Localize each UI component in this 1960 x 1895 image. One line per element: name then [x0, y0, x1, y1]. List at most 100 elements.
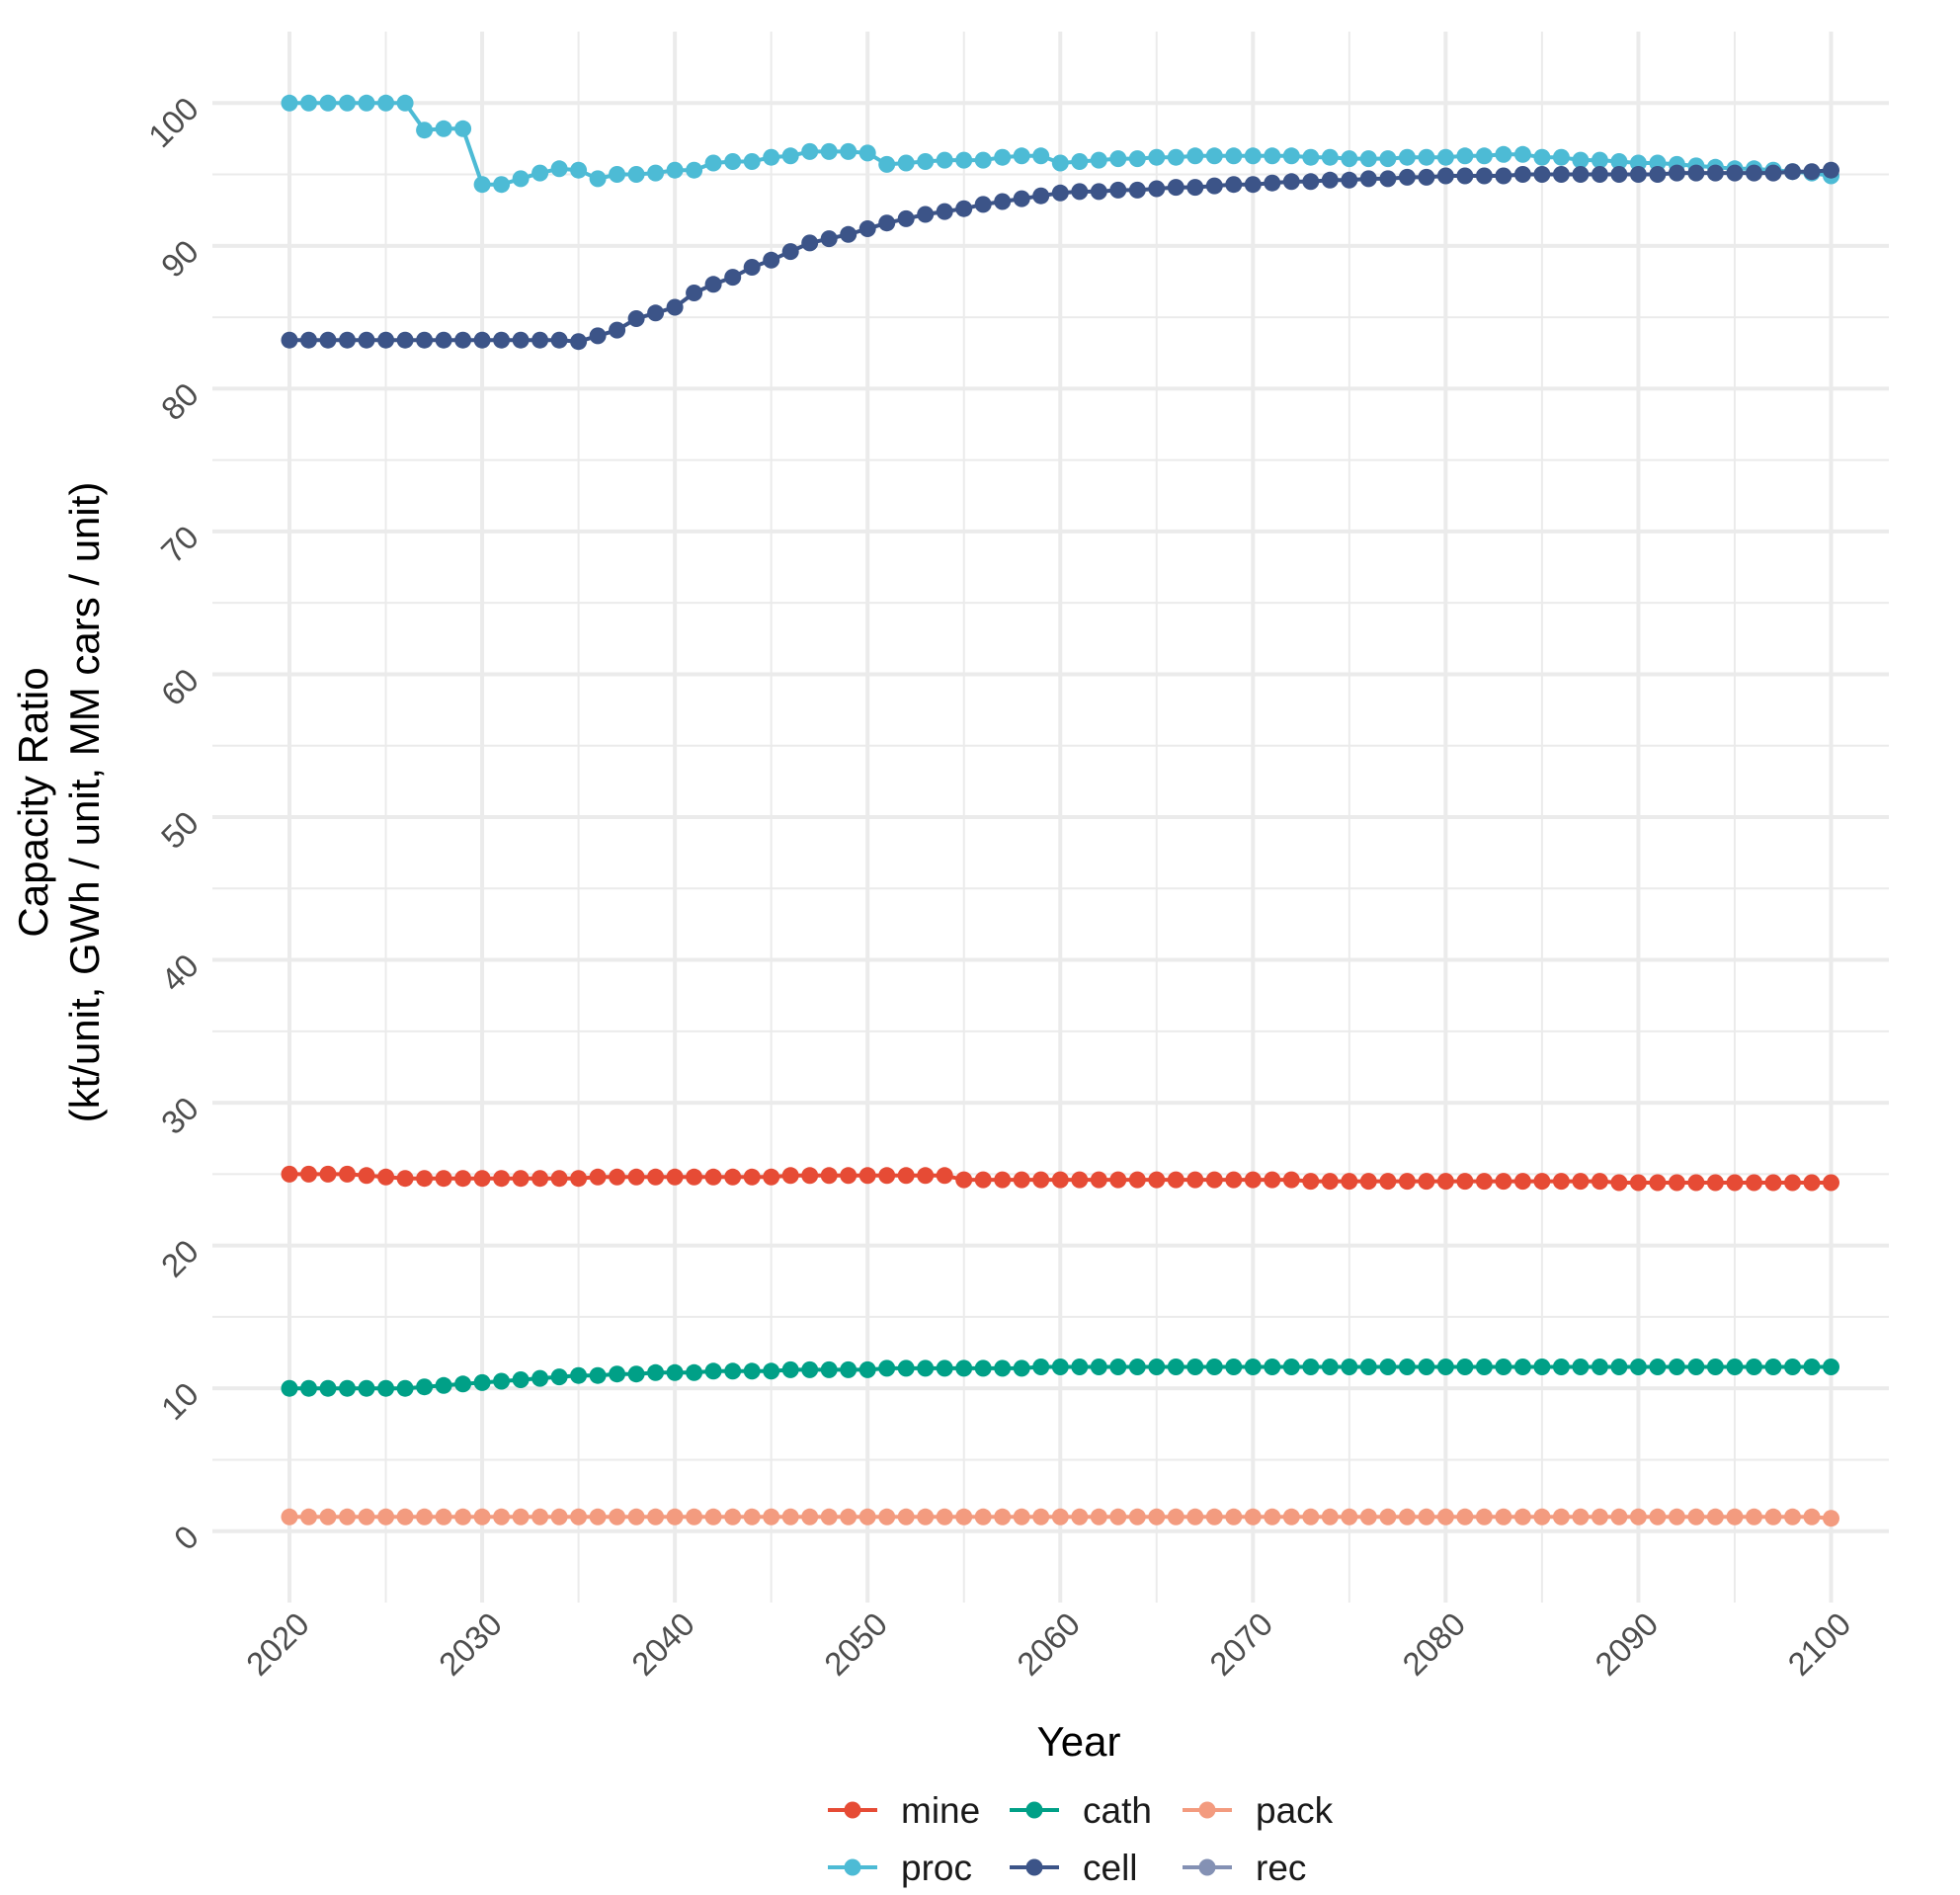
data-point-mine — [358, 1167, 375, 1185]
data-point-cell — [1013, 190, 1030, 207]
data-point-cell — [666, 298, 684, 316]
data-point-mine — [1398, 1173, 1416, 1191]
data-point-proc — [1398, 148, 1416, 166]
data-point-cell — [1649, 166, 1667, 183]
legend-label-pack: pack — [1256, 1790, 1334, 1831]
data-point-mine — [435, 1170, 452, 1188]
series-mine — [281, 1165, 1839, 1192]
data-point-cell — [1051, 184, 1069, 202]
data-point-proc — [1495, 145, 1512, 163]
data-point-mine — [974, 1171, 992, 1189]
data-point-cath — [1418, 1359, 1435, 1375]
data-point-proc — [1148, 148, 1166, 166]
data-point-proc — [1359, 150, 1377, 168]
y-tick-label: 40 — [154, 947, 205, 998]
data-point-pack — [1572, 1508, 1590, 1525]
data-point-cell — [1784, 163, 1801, 181]
data-point-cath — [743, 1362, 761, 1380]
data-point-mine — [1746, 1174, 1762, 1192]
data-point-cell — [1726, 164, 1744, 182]
data-point-cath — [473, 1373, 491, 1391]
data-point-cath — [493, 1372, 511, 1390]
data-point-proc — [1244, 147, 1262, 165]
x-axis-tick-labels: 2020 2030 2040 2050 2060 2070 2080 2090 2100 — [239, 1606, 1858, 1683]
data-point-cath — [1205, 1359, 1223, 1375]
data-point-pack — [1302, 1508, 1320, 1525]
legend: mine cath pack proc cell rec — [828, 1790, 1334, 1888]
data-point-mine — [1629, 1174, 1647, 1192]
data-point-pack — [955, 1508, 973, 1525]
data-point-pack — [358, 1508, 375, 1525]
data-point-cell — [473, 331, 491, 349]
data-point-cath — [1128, 1359, 1146, 1375]
data-point-cell — [358, 331, 375, 349]
data-point-cell — [1128, 181, 1146, 199]
data-point-cath — [1282, 1359, 1300, 1375]
data-point-mine — [936, 1167, 953, 1185]
data-point-cath — [1803, 1359, 1821, 1375]
data-point-cell — [377, 331, 395, 349]
data-point-cell — [550, 331, 568, 349]
data-point-cell — [1341, 171, 1358, 189]
x-tick-label: 2100 — [1780, 1606, 1857, 1683]
data-point-cath — [570, 1366, 588, 1384]
data-point-cath — [627, 1365, 645, 1383]
data-point-proc — [570, 161, 588, 179]
legend-label-cath: cath — [1083, 1790, 1152, 1831]
data-point-cell — [512, 331, 530, 349]
data-point-pack — [763, 1508, 780, 1525]
data-point-mine — [1533, 1173, 1551, 1191]
data-point-mine — [1148, 1171, 1166, 1189]
data-point-mine — [1302, 1173, 1320, 1191]
data-point-cell — [1264, 174, 1281, 192]
data-point-proc — [666, 161, 684, 179]
data-point-pack — [724, 1508, 742, 1525]
data-point-cath — [1302, 1359, 1320, 1375]
data-point-cell — [1513, 166, 1531, 183]
data-point-mine — [1244, 1171, 1262, 1189]
data-point-pack — [743, 1508, 761, 1525]
data-point-proc — [763, 148, 780, 166]
data-point-proc — [1282, 147, 1300, 165]
data-point-mine — [820, 1167, 838, 1185]
data-point-cell — [1456, 167, 1474, 185]
data-point-cell — [647, 304, 665, 322]
data-point-pack — [1552, 1508, 1570, 1525]
data-point-mine — [666, 1168, 684, 1186]
data-point-cath — [1379, 1359, 1397, 1375]
data-point-proc — [820, 142, 838, 160]
y-tick-label: 60 — [154, 661, 205, 712]
data-point-proc — [1013, 147, 1030, 165]
data-point-cath — [1090, 1359, 1107, 1375]
x-tick-label: 2050 — [817, 1606, 894, 1683]
data-point-cath — [1359, 1359, 1377, 1375]
legend-item-mine: mine — [828, 1790, 980, 1831]
data-point-pack — [1726, 1508, 1744, 1525]
data-point-cell — [416, 331, 434, 349]
data-point-mine — [1264, 1171, 1281, 1189]
data-point-cell — [1610, 166, 1628, 183]
data-point-cell — [936, 203, 953, 220]
data-point-pack — [377, 1508, 395, 1525]
data-point-cell — [955, 200, 973, 217]
legend-item-pack: pack — [1183, 1790, 1334, 1831]
data-point-pack — [1341, 1508, 1358, 1525]
data-point-cell — [1398, 168, 1416, 186]
data-point-pack — [1051, 1508, 1069, 1525]
data-point-pack — [550, 1508, 568, 1525]
data-point-cath — [454, 1375, 472, 1393]
series-pack — [281, 1508, 1839, 1527]
data-point-pack — [994, 1508, 1012, 1525]
data-point-cell — [858, 220, 876, 237]
data-point-cell — [319, 331, 337, 349]
data-point-proc — [936, 151, 953, 169]
data-point-proc — [1321, 148, 1339, 166]
data-point-cath — [1823, 1359, 1839, 1375]
data-point-pack — [627, 1508, 645, 1525]
data-point-proc — [550, 160, 568, 178]
data-point-mine — [609, 1168, 626, 1186]
data-point-cell — [1359, 170, 1377, 188]
data-point-proc — [801, 142, 819, 160]
data-point-cath — [1746, 1359, 1762, 1375]
legend-label-mine: mine — [901, 1790, 980, 1831]
